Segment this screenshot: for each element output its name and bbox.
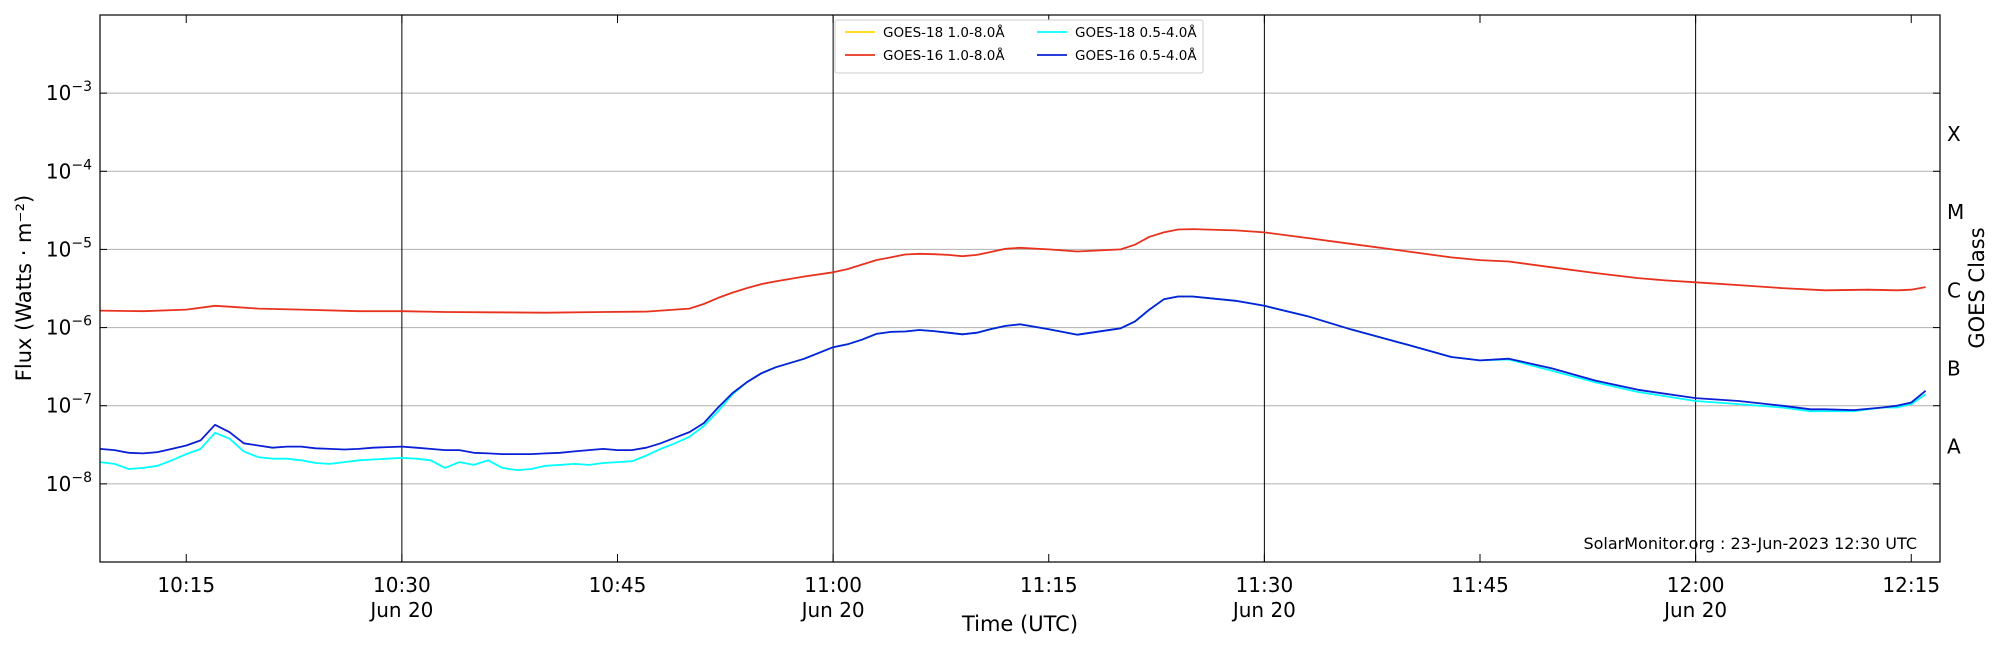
x-tick-date-label: Jun 20 [1231,598,1296,622]
x-tick-label: 10:30 [373,573,431,597]
legend-entry-3: GOES-16 0.5-4.0Å [1075,47,1197,64]
goes-class-labels: A B C M X [1947,122,1964,459]
date-vertical-lines [401,15,1697,562]
goes-class-x: X [1947,122,1961,146]
y-tick-label: 10−4 [46,157,92,183]
legend-entry-0: GOES-18 1.0-8.0Å [883,24,1005,41]
x-tick-label: 11:30 [1236,573,1294,597]
x-tick-label: 10:45 [589,573,647,597]
x-tick-date-label: Jun 20 [368,598,433,622]
x-tick-date-label: Jun 20 [800,598,865,622]
goes-class-m: M [1947,200,1964,224]
x-tick-label: 12:15 [1882,573,1940,597]
series-line-3 [99,295,1927,456]
legend-entry-2: GOES-18 0.5-4.0Å [1075,24,1197,41]
legend: GOES-18 1.0-8.0Å GOES-16 1.0-8.0Å GOES-18 … [834,19,1204,74]
y-axis-label: Flux (Watts · m⁻²) [12,195,36,381]
credit-text: SolarMonitor.org : 23-Jun-2023 12:30 UTC [1583,534,1917,553]
y-axis-ticks: 10−8 10−7 10−6 10−5 10−4 10−3 [46,79,1940,496]
y-tick-label: 10−8 [46,470,92,496]
legend-entry-1: GOES-16 1.0-8.0Å [883,47,1005,64]
plot-frame [99,14,1941,563]
x-tick-date-label: Jun 20 [1662,598,1727,622]
right-y-axis-label: GOES Class [1965,227,1989,348]
x-tick-label: 11:45 [1451,573,1509,597]
series-lines [99,228,1927,472]
y-tick-label: 10−6 [46,314,92,340]
y-tick-label: 10−7 [46,392,92,418]
x-tick-label: 11:00 [804,573,862,597]
goes-class-c: C [1947,278,1961,302]
y-tick-label: 10−3 [46,79,92,105]
x-tick-label: 12:00 [1667,573,1725,597]
x-tick-label: 11:15 [1020,573,1078,597]
goes-class-a: A [1947,435,1961,459]
goes-class-b: B [1947,356,1961,380]
x-tick-label: 10:15 [157,573,215,597]
x-axis-label: Time (UTC) [961,612,1078,636]
legend-box [834,19,1204,74]
horizontal-gridlines [100,92,1940,485]
series-line-1 [99,228,1926,314]
y-tick-label: 10−5 [46,235,92,261]
